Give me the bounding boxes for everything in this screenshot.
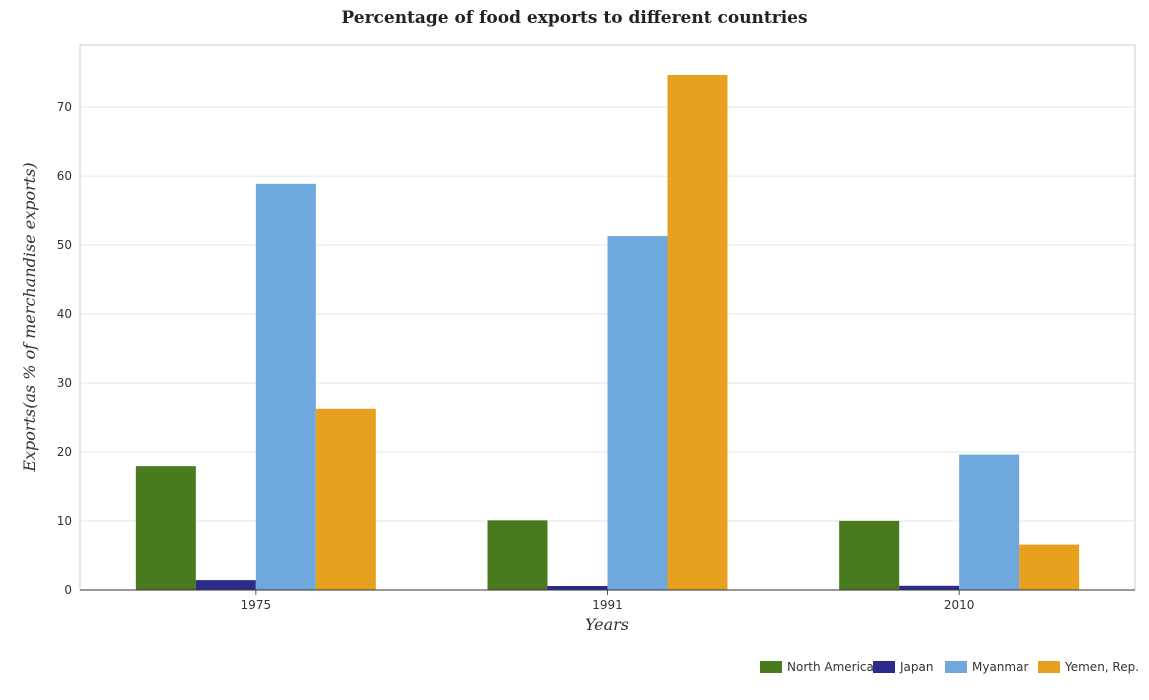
bar bbox=[607, 236, 668, 590]
bar bbox=[487, 520, 548, 590]
x-tick-label: 2010 bbox=[944, 598, 975, 612]
x-axis: 1975 1991 2010 bbox=[80, 589, 1135, 612]
bar bbox=[255, 183, 316, 590]
y-tick-label: 40 bbox=[57, 307, 72, 321]
bar bbox=[547, 585, 608, 590]
legend: North America Japan Myanmar Yemen, Rep. bbox=[760, 660, 1139, 674]
legend-swatch bbox=[945, 661, 967, 673]
y-axis: 0 10 20 30 40 50 60 70 bbox=[57, 100, 72, 597]
bar bbox=[959, 454, 1020, 590]
legend-label: North America bbox=[787, 660, 874, 674]
legend-swatch bbox=[1038, 661, 1060, 673]
legend-label: Japan bbox=[899, 660, 933, 674]
y-tick-label: 10 bbox=[57, 514, 72, 528]
y-tick-label: 60 bbox=[57, 169, 72, 183]
bar bbox=[195, 580, 256, 590]
bar bbox=[135, 466, 196, 590]
bar bbox=[315, 408, 376, 590]
y-tick-label: 70 bbox=[57, 100, 72, 114]
y-tick-label: 0 bbox=[64, 583, 72, 597]
bars bbox=[135, 75, 1080, 590]
bar bbox=[667, 75, 728, 590]
x-axis-label: Years bbox=[585, 615, 629, 634]
chart-title: Percentage of food exports to different … bbox=[341, 8, 808, 28]
y-tick-label: 20 bbox=[57, 445, 72, 459]
y-tick-label: 30 bbox=[57, 376, 72, 390]
x-tick-label: 1991 bbox=[592, 598, 623, 612]
legend-label: Myanmar bbox=[972, 660, 1028, 674]
legend-swatch bbox=[760, 661, 782, 673]
bar bbox=[899, 585, 960, 590]
legend-label: Yemen, Rep. bbox=[1064, 660, 1139, 674]
y-axis-label: Exports(as % of merchandise exports) bbox=[20, 162, 39, 472]
legend-swatch bbox=[873, 661, 895, 673]
x-tick-label: 1975 bbox=[241, 598, 272, 612]
y-tick-label: 50 bbox=[57, 238, 72, 252]
bar bbox=[839, 520, 900, 590]
bar bbox=[1019, 544, 1080, 590]
